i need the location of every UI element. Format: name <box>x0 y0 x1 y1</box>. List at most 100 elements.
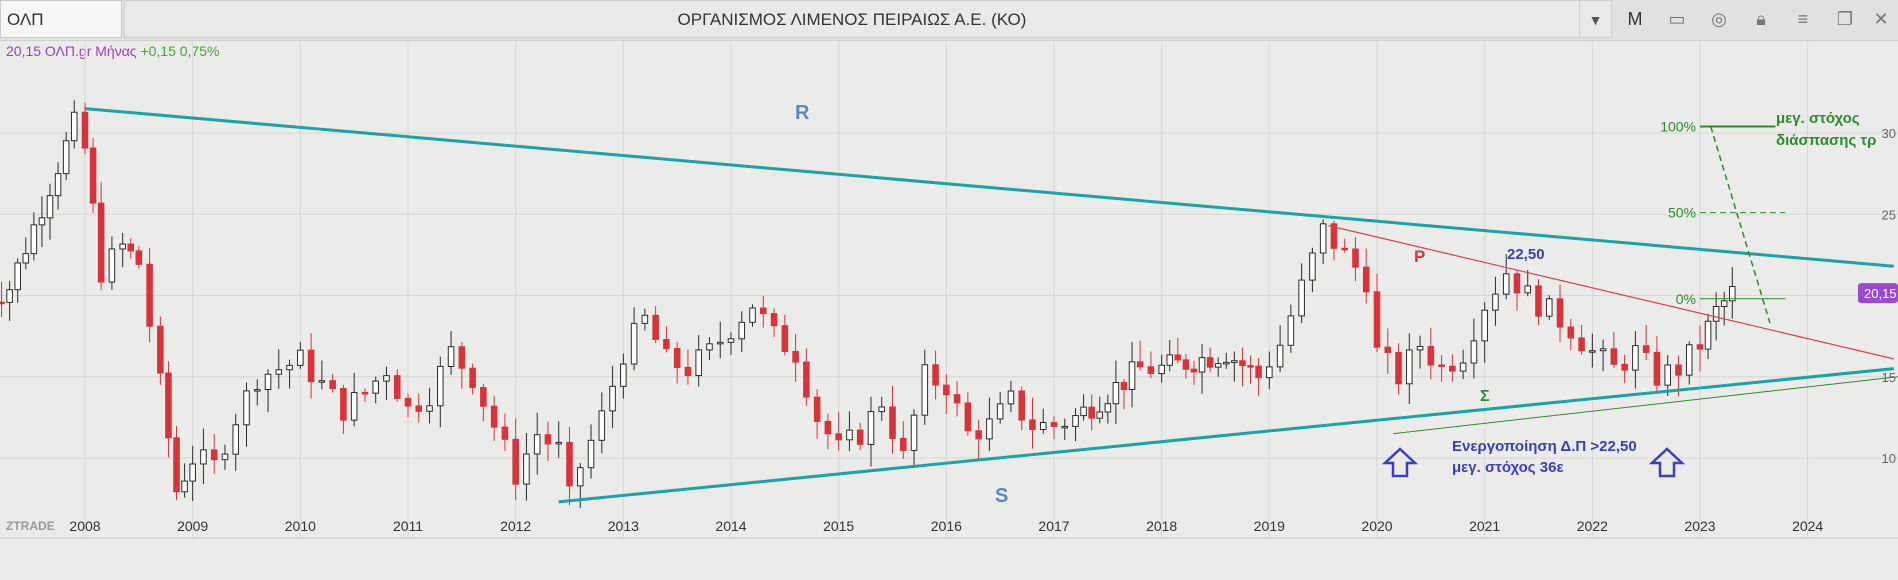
candle-body <box>1642 345 1650 353</box>
candle-body <box>6 289 13 303</box>
candle-body <box>1653 351 1661 386</box>
x-tick-label: 2024 <box>1792 518 1823 534</box>
candle-body <box>1276 344 1284 368</box>
candle-body <box>996 403 1004 420</box>
candle-body <box>81 111 89 149</box>
lock-icon[interactable]: 🔒︎ <box>1756 9 1766 29</box>
candle-body <box>921 364 929 416</box>
candle-body <box>1621 363 1628 371</box>
candle-body <box>749 307 756 323</box>
candle-body <box>1309 252 1316 281</box>
candle-body <box>512 438 519 485</box>
candle-body <box>587 439 595 469</box>
candle-body <box>953 394 961 404</box>
candle-body <box>340 387 347 421</box>
candle-body <box>286 364 293 371</box>
candle-body <box>673 348 681 368</box>
candle-body <box>533 434 541 455</box>
candle-body <box>127 243 135 252</box>
candle-body <box>889 406 896 439</box>
target-label-1: μεγ. στόχος <box>1776 110 1860 127</box>
candle-body <box>1632 345 1639 371</box>
candle-body <box>738 321 746 340</box>
candle-body <box>1239 360 1246 367</box>
candle-body <box>1449 365 1456 372</box>
candle-body <box>1545 298 1553 317</box>
candle-body <box>97 202 105 283</box>
label-r: R <box>795 102 810 124</box>
candle-body <box>1696 344 1704 350</box>
candle-body <box>1222 361 1230 365</box>
window-icon[interactable]: ❐ <box>1836 9 1854 29</box>
candle-body <box>383 375 390 382</box>
candle-body <box>1206 357 1214 368</box>
candle-body <box>275 369 283 375</box>
candle-body <box>1416 345 1424 351</box>
x-tick-label: 2014 <box>715 518 746 534</box>
x-tick-label: 2013 <box>608 518 639 534</box>
candle-body <box>964 402 972 432</box>
candle-body <box>899 437 907 451</box>
candle-body <box>1330 223 1338 249</box>
trendline-s <box>558 367 1894 504</box>
candle-body <box>727 338 735 343</box>
menu-icon[interactable]: ≡ <box>1797 9 1809 29</box>
candle-body <box>1395 351 1402 385</box>
label-p: P <box>1414 247 1425 266</box>
trendline-r <box>84 107 1894 268</box>
candle-body <box>469 367 476 389</box>
candle-body <box>393 375 401 399</box>
candle-body <box>1120 381 1128 390</box>
candle-body <box>264 373 272 391</box>
candle-body <box>54 173 62 197</box>
candle-body <box>555 441 563 445</box>
symbol-input[interactable]: ΟΛΠ <box>0 0 122 38</box>
candle-body <box>1080 406 1087 417</box>
candle-body <box>243 390 250 426</box>
label-2250: 22,50 <box>1507 246 1545 263</box>
candle-body <box>1231 360 1238 363</box>
chart-toolbar: ΟΛΠ ΟΡΓΑΝΙΣΜΟΣ ΛΙΜΕΝΟΣ ΠΕΙΡΑΙΩΣ Α.Ε. (ΚΟ… <box>0 0 1898 41</box>
fib-level-label: 0% <box>1676 291 1696 307</box>
layout-icon[interactable]: ▭ <box>1668 9 1686 29</box>
candle-body <box>1524 285 1532 294</box>
candle-body <box>986 418 993 440</box>
close-icon[interactable]: ✕ <box>1873 9 1889 29</box>
period-button[interactable]: M <box>1627 9 1643 29</box>
candle-body <box>663 338 670 350</box>
x-tick-label: 2021 <box>1469 518 1500 534</box>
candle-body <box>404 397 412 407</box>
candle-body <box>1198 357 1206 373</box>
candle-body <box>1136 361 1144 368</box>
chevron-down-icon[interactable]: ▼ <box>1580 0 1612 38</box>
candle-body <box>318 380 326 383</box>
candle-body <box>1470 340 1478 364</box>
candle-body <box>706 343 713 351</box>
y-tick-label: 25 <box>1882 207 1896 222</box>
candle-body <box>415 405 423 412</box>
instrument-title[interactable]: ΟΡΓΑΝΙΣΜΟΣ ΛΙΜΕΝΟΣ ΠΕΙΡΑΙΩΣ Α.Ε. (ΚΟ) <box>124 0 1580 38</box>
candle-body <box>835 433 842 441</box>
x-tick-label: 2022 <box>1577 518 1608 534</box>
comment-icon[interactable]: ◎ <box>1711 9 1727 29</box>
candle-body <box>1459 362 1467 372</box>
candle-body <box>490 405 498 428</box>
candle-body <box>1190 368 1198 373</box>
candle-body <box>1384 346 1392 353</box>
candle-body <box>1438 364 1445 368</box>
label-s: S <box>995 485 1008 507</box>
candle-body <box>70 111 78 142</box>
candle-body <box>1720 300 1728 307</box>
candle-body <box>297 349 304 366</box>
candle-body <box>146 263 153 327</box>
x-tick-label: 2018 <box>1146 518 1177 534</box>
label-sigma: Σ <box>1480 388 1490 405</box>
price-chart[interactable]: 1015202530200820092010201120122013201420… <box>0 40 1898 580</box>
candle-body <box>1050 422 1058 427</box>
candle-body <box>1675 364 1682 376</box>
candle-body <box>792 350 799 363</box>
candle-body <box>1535 285 1542 317</box>
candle-body <box>523 453 530 485</box>
fib-level-label: 50% <box>1668 205 1696 221</box>
candle-body <box>975 430 982 440</box>
